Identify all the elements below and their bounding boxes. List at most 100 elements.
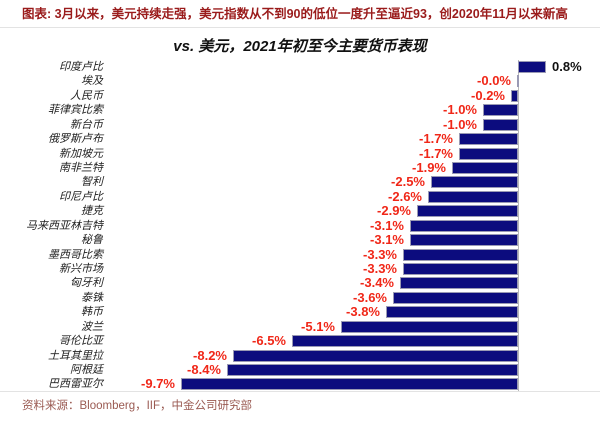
bar	[403, 249, 518, 261]
zero-axis-line	[518, 60, 519, 392]
bar-row: 新兴市场 -3.3%	[0, 261, 600, 277]
bar-row: 泰铢 -3.6%	[0, 290, 600, 306]
chart-title: vs. 美元，2021年初至今主要货币表现	[173, 38, 427, 55]
bar-row: 菲律宾比索 -1.0%	[0, 102, 600, 118]
bar	[181, 378, 518, 390]
category-label: 菲律宾比索	[48, 104, 103, 116]
category-label: 秘鲁	[81, 234, 103, 246]
value-label: -9.7%	[141, 376, 175, 391]
value-label: -8.2%	[193, 348, 227, 363]
category-label: 埃及	[81, 75, 103, 87]
bar	[410, 234, 518, 246]
bar	[393, 292, 518, 304]
value-label: -0.2%	[471, 88, 505, 103]
bar	[400, 277, 518, 289]
chart-area: 印度卢比 0.8% 埃及 -0.0% 人民币 -0.2% 菲律宾比索 -1.0% 新台币 -1.0…	[0, 59, 600, 392]
category-label: 印尼卢比	[59, 191, 103, 203]
value-label: -3.1%	[370, 232, 404, 247]
bar-row: 韩币 -3.8%	[0, 304, 600, 320]
bar	[386, 306, 518, 318]
chart-bottom-divider	[0, 391, 600, 392]
value-label: -0.0%	[477, 73, 511, 88]
value-label: -3.3%	[363, 261, 397, 276]
category-label: 匈牙利	[70, 277, 103, 289]
bar	[483, 104, 518, 116]
value-label: -1.0%	[443, 117, 477, 132]
value-label: 0.8%	[552, 59, 582, 74]
value-label: -5.1%	[301, 319, 335, 334]
bar-row: 阿根廷 -8.4%	[0, 362, 600, 378]
value-label: -8.4%	[187, 362, 221, 377]
bar	[341, 321, 518, 333]
bar-row: 哥伦比亚 -6.5%	[0, 333, 600, 349]
figure-caption: 图表: 3月以来，美元持续走强，美元指数从不到90的低位一度升至逼近93，创20…	[22, 7, 568, 21]
bar	[233, 350, 518, 362]
category-label: 阿根廷	[70, 364, 103, 376]
category-label: 新兴市场	[59, 263, 103, 275]
bar-row: 马来西亚林吉特 -3.1%	[0, 218, 600, 234]
value-label: -6.5%	[252, 333, 286, 348]
category-label: 新台币	[70, 119, 103, 131]
value-label: -2.6%	[388, 189, 422, 204]
category-label: 人民币	[70, 90, 103, 102]
bar	[517, 75, 519, 87]
bar	[452, 162, 518, 174]
bar	[518, 61, 546, 73]
value-label: -1.7%	[419, 146, 453, 161]
bar	[428, 191, 518, 203]
value-label: -2.9%	[377, 203, 411, 218]
value-label: -1.7%	[419, 131, 453, 146]
bar-row: 秘鲁 -3.1%	[0, 232, 600, 248]
value-label: -3.8%	[346, 304, 380, 319]
value-label: -1.9%	[412, 160, 446, 175]
value-label: -2.5%	[391, 174, 425, 189]
caption-divider	[0, 27, 600, 28]
bar	[410, 220, 518, 232]
bar-row: 印度卢比 0.8%	[0, 59, 600, 75]
bar	[292, 335, 518, 347]
bar	[431, 176, 518, 188]
bar	[403, 263, 518, 275]
bar-row: 新加坡元 -1.7%	[0, 146, 600, 162]
bar-row: 印尼卢比 -2.6%	[0, 189, 600, 205]
category-label: 哥伦比亚	[59, 335, 103, 347]
category-label: 马来西亚林吉特	[26, 220, 103, 232]
bar-row: 埃及 -0.0%	[0, 73, 600, 89]
bar	[459, 148, 518, 160]
source-note: 资料来源：Bloomberg，IIF，中金公司研究部	[22, 400, 253, 412]
bar-row: 波兰 -5.1%	[0, 319, 600, 335]
bar	[483, 119, 518, 131]
category-label: 泰铢	[81, 292, 103, 304]
bar-row: 匈牙利 -3.4%	[0, 275, 600, 291]
value-label: -3.6%	[353, 290, 387, 305]
category-label: 墨西哥比索	[48, 249, 103, 261]
bar-row: 巴西雷亚尔 -9.7%	[0, 376, 600, 392]
category-label: 新加坡元	[59, 148, 103, 160]
category-label: 波兰	[81, 321, 103, 333]
value-label: -3.1%	[370, 218, 404, 233]
category-label: 捷克	[81, 205, 103, 217]
bar	[459, 133, 518, 145]
category-label: 南非兰特	[59, 162, 103, 174]
category-label: 智利	[81, 176, 103, 188]
value-label: -3.3%	[363, 247, 397, 262]
bar-row: 南非兰特 -1.9%	[0, 160, 600, 176]
bar-row: 新台币 -1.0%	[0, 117, 600, 133]
bar	[227, 364, 518, 376]
category-label: 俄罗斯卢布	[48, 133, 103, 145]
value-label: -1.0%	[443, 102, 477, 117]
bar	[511, 90, 518, 102]
bar-row: 捷克 -2.9%	[0, 203, 600, 219]
category-label: 韩币	[81, 306, 103, 318]
category-label: 印度卢比	[59, 61, 103, 73]
bar-row: 人民币 -0.2%	[0, 88, 600, 104]
bar-row: 墨西哥比索 -3.3%	[0, 247, 600, 263]
bar-row: 土耳其里拉 -8.2%	[0, 348, 600, 364]
bar-row: 俄罗斯卢布 -1.7%	[0, 131, 600, 147]
category-label: 土耳其里拉	[48, 350, 103, 362]
category-label: 巴西雷亚尔	[48, 378, 103, 390]
bar-row: 智利 -2.5%	[0, 174, 600, 190]
value-label: -3.4%	[360, 275, 394, 290]
bar	[417, 205, 518, 217]
